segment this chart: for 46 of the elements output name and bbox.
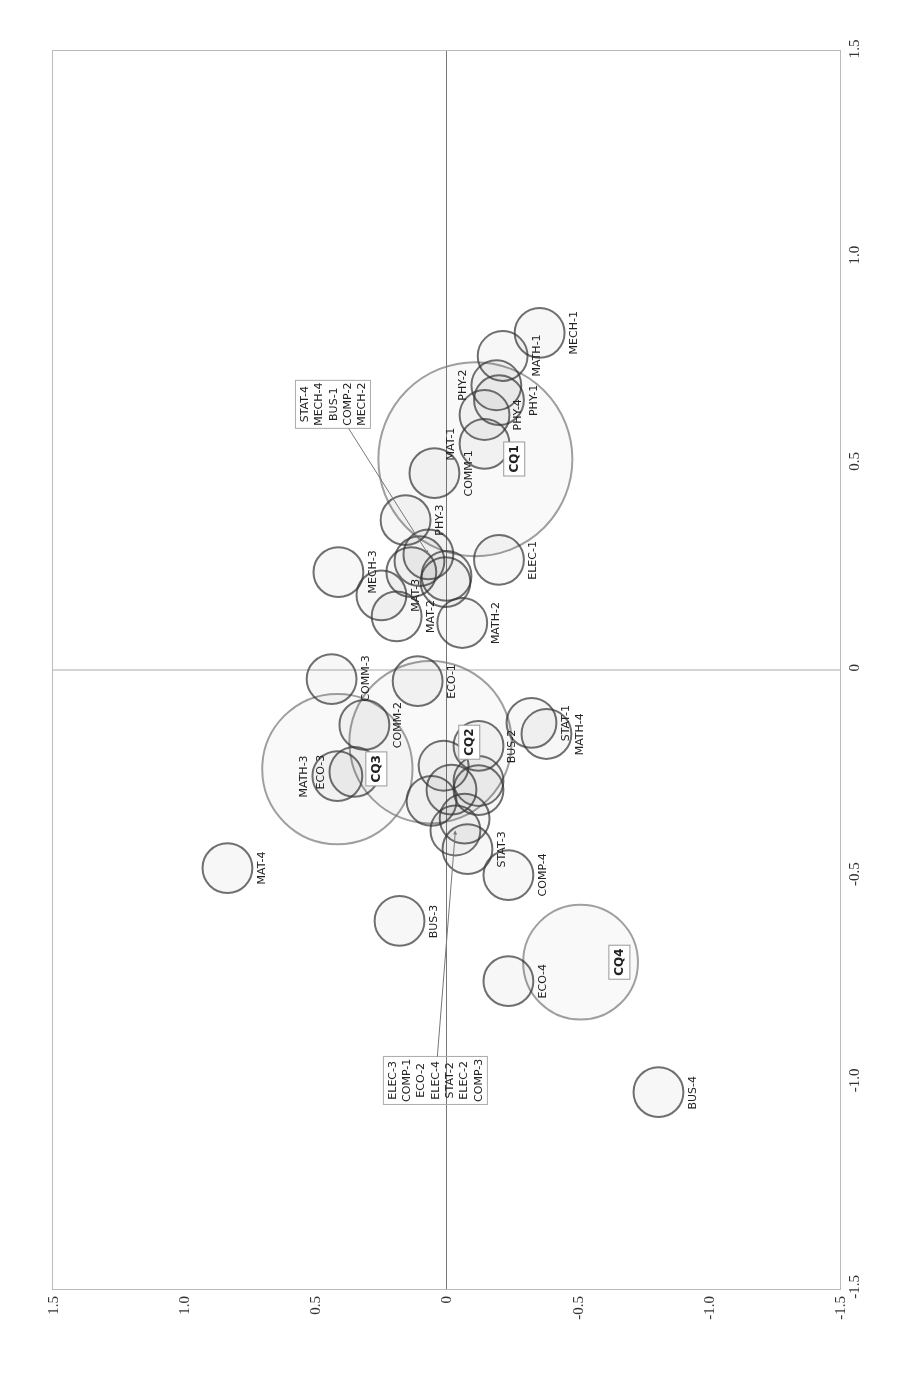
x-tick-label: -0.5 [569, 1296, 586, 1320]
annotation: COMM-1 [462, 450, 476, 497]
annotation: STAT-3 [495, 831, 509, 868]
annotation: MECH-1 [566, 311, 580, 355]
annotation: MAT-4 [255, 851, 269, 885]
y-tick-label: 0.5 [846, 452, 862, 471]
y-tick-label: 1.5 [846, 39, 862, 59]
annotation: STAT-4 MECH-4 BUS-1 COMP-2 MECH-2 [297, 382, 369, 426]
annotation: CQ4 [612, 948, 627, 976]
annotation: COMM-2 [391, 701, 405, 749]
annotation: ELEC-1 [526, 541, 540, 580]
y-tick-label: -1.0 [846, 1068, 862, 1093]
annotation: ECO-1 [445, 664, 459, 699]
y-tick-label: -0.5 [846, 862, 862, 886]
annotation: BUS-4 [686, 1075, 700, 1110]
annotation: MAT-2 [424, 600, 438, 633]
annotation: ECO-3 [313, 754, 327, 790]
x-tick-label: 1.5 [44, 1296, 61, 1315]
annotation: ELEC-3 COMP-1 ECO-2 ELEC-4 STAT-2 ELEC-2 COMP-3 [385, 1058, 485, 1102]
annotation: CQ1 [507, 445, 522, 473]
x-tick-label: 1.0 [176, 1296, 193, 1315]
annotation: MATH-4 [573, 713, 587, 756]
annotation: STAT-1 [558, 705, 572, 742]
annotation: ECO-4 [536, 963, 550, 999]
annotation: COMP-4 [536, 853, 550, 897]
annotation: PHY-1 [526, 384, 540, 417]
annotation: PHY-4 [511, 399, 525, 431]
x-tick-label: 0.5 [307, 1296, 324, 1315]
annotation: CQ2 [462, 728, 477, 756]
annotation: MAT-1 [443, 427, 457, 461]
y-tick-label: 1.0 [846, 245, 862, 265]
annotation: PHY-3 [433, 504, 447, 536]
y-tick-label: -1.5 [846, 1274, 862, 1299]
y-tick-label: 0 [846, 664, 862, 672]
annotation: MECH-3 [366, 550, 380, 594]
annotation: CQ3 [369, 755, 384, 783]
annotation: MATH-1 [529, 334, 543, 377]
annotation: MATH-2 [489, 601, 503, 645]
annotation: COMM-3 [359, 655, 373, 702]
annotation: BUS-2 [505, 729, 519, 764]
annotation: MATH-3 [297, 755, 311, 798]
annotation: MAT-3 [409, 578, 423, 612]
x-tick-label: -1.0 [700, 1296, 717, 1320]
annotation: PHY-2 [456, 369, 470, 401]
annotation: BUS-3 [426, 904, 440, 939]
x-tick-label: 0 [438, 1296, 455, 1304]
